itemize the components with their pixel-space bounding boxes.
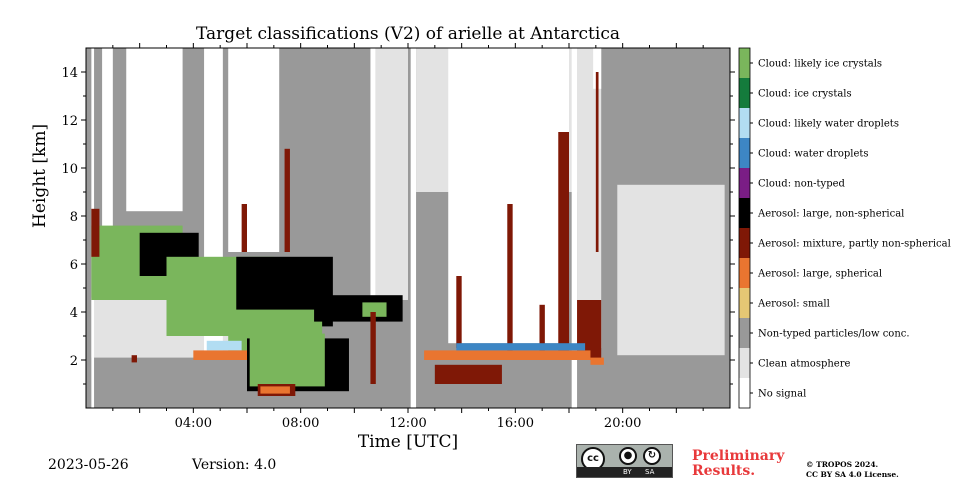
legend-swatch	[739, 78, 750, 108]
chart-title: Target classifications (V2) of arielle a…	[196, 24, 620, 44]
class-region-24	[249, 333, 325, 387]
date-label: 2023-05-26	[48, 457, 129, 473]
class-region-44	[456, 343, 586, 351]
cc-license-badge: cc ● ↻ BY SA	[576, 444, 673, 478]
sa-label: SA	[645, 468, 655, 476]
legend-swatch	[739, 48, 750, 78]
class-region-7	[370, 48, 376, 312]
legend-swatch	[739, 198, 750, 228]
class-region-15	[617, 184, 725, 356]
x-axis: 04:00 08:00 12:00 16:00 20:00	[112, 43, 704, 431]
by-attribution-icon: ●	[619, 447, 637, 465]
x-axis-label: Time [UTC]	[357, 432, 459, 452]
x-tick-label: 12:00	[389, 416, 426, 431]
legend-swatch	[739, 138, 750, 168]
x-tick-label: 04:00	[175, 416, 212, 431]
x-tick-label: 20:00	[604, 416, 641, 431]
class-region-12	[571, 48, 578, 408]
legend-colorbar: No signal Clean atmosphere Non-typed parti…	[738, 47, 951, 409]
class-region-30	[362, 302, 387, 317]
class-region-45	[590, 357, 604, 365]
class-region-27	[206, 340, 242, 351]
y-tick-label: 14	[61, 66, 78, 81]
by-label: BY	[623, 468, 632, 476]
class-region-35	[370, 312, 376, 384]
y-axis: 2 4 6 8 10 12 14	[61, 66, 735, 385]
class-region-3	[102, 48, 113, 284]
class-region-36	[434, 364, 502, 384]
class-region-33	[284, 148, 290, 252]
x-tick-label: 16:00	[497, 416, 534, 431]
legend-swatch	[739, 258, 750, 288]
legend-label: Clean atmosphere	[758, 359, 851, 370]
legend-swatch	[739, 348, 750, 378]
y-tick-label: 6	[70, 258, 78, 273]
legend-label: Cloud: ice crystals	[758, 89, 852, 100]
copyright-line: © TROPOS 2024.	[806, 460, 879, 469]
y-tick-label: 2	[70, 354, 78, 369]
legend-label: Cloud: water droplets	[758, 149, 869, 160]
class-region-9	[410, 48, 417, 408]
class-region-42	[595, 72, 599, 252]
class-region-38	[507, 204, 513, 360]
legend-label: Aerosol: small	[757, 299, 830, 310]
x-tick-label: 08:00	[282, 416, 319, 431]
class-region-29	[314, 295, 403, 322]
class-region-31	[91, 208, 100, 257]
y-tick-label: 12	[61, 114, 78, 129]
class-region-26	[260, 386, 290, 394]
class-region-20	[179, 283, 234, 329]
sa-share-alike-icon: ↻	[643, 447, 661, 465]
copyright-notice: © TROPOS 2024. CC BY SA 4.0 License.	[806, 460, 899, 480]
y-tick-label: 4	[70, 306, 78, 321]
y-axis-label: Height [km]	[30, 123, 50, 228]
class-region-14	[593, 48, 602, 89]
class-region-8	[375, 48, 408, 300]
legend-label: Cloud: likely ice crystals	[758, 59, 882, 70]
legend-swatch	[739, 378, 750, 408]
version-label: Version: 4.0	[192, 457, 277, 473]
class-region-4	[126, 48, 183, 212]
class-region-43	[424, 350, 591, 360]
legend-label: Cloud: non-typed	[758, 179, 846, 190]
legend-label: Aerosol: large, non-spherical	[757, 209, 904, 220]
legend-label: Aerosol: large, spherical	[757, 269, 882, 280]
legend-swatch	[739, 288, 750, 318]
class-region-39	[539, 304, 545, 360]
legend-label: Non-typed particles/low conc.	[758, 329, 910, 340]
preliminary-results-note: Preliminary Results.	[692, 448, 785, 479]
class-region-34	[241, 204, 247, 252]
legend-swatch	[739, 228, 750, 258]
legend-label: Cloud: likely water droplets	[758, 119, 899, 130]
legend-swatch	[739, 318, 750, 348]
class-region-28	[193, 350, 247, 360]
class-region-40	[558, 132, 569, 360]
classification-regions	[86, 48, 730, 408]
class-region-6	[228, 48, 280, 252]
license-line: CC BY SA 4.0 License.	[806, 470, 899, 479]
y-tick-label: 8	[70, 210, 78, 225]
legend-swatch	[739, 168, 750, 198]
legend-swatch	[739, 108, 750, 138]
class-region-32	[131, 355, 137, 363]
class-region-37	[456, 276, 462, 348]
legend-label: No signal	[758, 389, 806, 400]
legend-frame	[738, 47, 751, 409]
legend-label: Aerosol: mixture, partly non-spherical	[757, 239, 951, 250]
y-tick-label: 10	[61, 162, 78, 177]
